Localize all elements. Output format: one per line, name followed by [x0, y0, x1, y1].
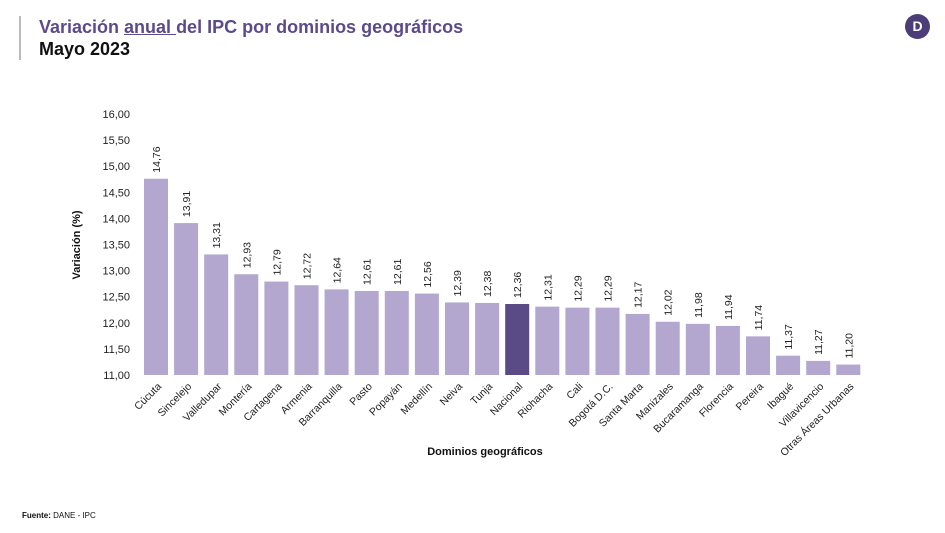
- bar: [836, 364, 861, 375]
- bar: [715, 325, 740, 375]
- x-tick-label: Neiva: [438, 381, 466, 409]
- y-tick-label: 12,50: [102, 292, 130, 304]
- bar: [264, 281, 289, 375]
- title-underlined-word: anual: [124, 17, 177, 37]
- chart-subtitle: Mayo 2023: [39, 39, 131, 59]
- bar: [144, 178, 168, 375]
- bar-value-label: 11,94: [723, 294, 735, 320]
- bars: [144, 178, 861, 375]
- y-tick-label: 13,50: [102, 240, 130, 252]
- y-tick-label: 15,50: [102, 135, 130, 147]
- bar: [535, 306, 560, 375]
- chart-title: Variación anual del IPC por dominios geo…: [39, 16, 463, 38]
- y-tick-label: 11,50: [103, 344, 130, 356]
- y-axis: 11,00 11,50 12,00 12,50 13,00 13,50 14,00 14,50…: [102, 109, 130, 382]
- y-tick-label: 12,00: [102, 318, 130, 330]
- bar-value-label: 12,17: [633, 281, 645, 307]
- bar-value-label: 12,61: [362, 259, 374, 285]
- bar: [294, 285, 319, 375]
- x-axis-title: Dominios geográficos: [427, 446, 543, 458]
- dane-logo-icon: D: [905, 14, 930, 39]
- bar: [475, 302, 500, 375]
- bar: [234, 274, 259, 375]
- bar-value-label: 12,02: [663, 289, 675, 315]
- x-tick-label: Medellín: [398, 381, 435, 418]
- bar-value-label: 12,93: [241, 242, 253, 268]
- bar-value-label: 12,72: [302, 253, 314, 279]
- title-part-1: Variación: [39, 17, 125, 37]
- x-tick-label: Cali: [564, 381, 585, 402]
- bar: [776, 355, 801, 375]
- source-text: DANE - IPC: [50, 511, 96, 520]
- bar-value-label: 13,31: [211, 222, 223, 248]
- bar: [174, 223, 199, 375]
- x-tick-label: Tunja: [468, 381, 495, 408]
- bar-value-label: 13,91: [181, 191, 193, 217]
- y-tick-label: 16,00: [102, 109, 130, 121]
- y-axis-title: Variación (%): [71, 210, 83, 279]
- bar: [384, 290, 409, 375]
- x-tick-label: Popayán: [367, 381, 405, 419]
- title-block: Variación anual del IPC por dominios geo…: [19, 16, 463, 60]
- bar-value-label: 14,76: [151, 146, 163, 172]
- value-labels: 14,76 13,91 13,31 12,93 12,79 12,72 12,64 12,61…: [151, 146, 855, 358]
- y-tick-label: 15,00: [102, 161, 130, 173]
- source-note: Fuente: DANE - IPC: [22, 511, 96, 520]
- y-tick-label: 11,00: [103, 370, 130, 382]
- bar: [565, 307, 590, 375]
- bar-value-label: 12,61: [392, 259, 404, 285]
- y-tick-label: 13,00: [102, 266, 130, 278]
- bar-value-label: 12,29: [572, 275, 584, 301]
- y-tick-label: 14,50: [102, 187, 130, 199]
- bar: [746, 336, 770, 375]
- bar: [354, 290, 379, 375]
- source-label: Fuente:: [22, 511, 51, 520]
- title-part-2: del IPC por dominios geográficos: [176, 17, 464, 37]
- bar-value-label: 11,27: [813, 329, 825, 355]
- bar: [655, 321, 680, 375]
- bar: [595, 307, 620, 375]
- y-tick-label: 14,00: [102, 213, 130, 225]
- bar-value-label: 12,31: [542, 274, 554, 300]
- bar-value-label: 11,20: [843, 333, 855, 359]
- bar-value-label: 12,38: [482, 271, 494, 297]
- bar: [685, 323, 710, 375]
- bar-value-label: 12,36: [512, 272, 524, 298]
- bar-value-label: 12,29: [603, 275, 615, 301]
- bar-value-label: 11,98: [693, 292, 705, 318]
- bar-highlight: [505, 304, 530, 375]
- x-tick-label: Pereira: [734, 381, 767, 414]
- bar-value-label: 12,79: [271, 249, 283, 275]
- bar-value-label: 11,74: [753, 305, 765, 331]
- bar: [625, 313, 650, 375]
- bar: [414, 293, 439, 375]
- bar-value-label: 11,37: [783, 324, 795, 350]
- bar: [324, 289, 349, 375]
- bar: [445, 302, 469, 375]
- bar-value-label: 12,56: [422, 261, 434, 287]
- x-tick-label: Pasto: [347, 381, 375, 409]
- bar-value-label: 12,64: [332, 257, 344, 283]
- bar: [204, 254, 229, 375]
- bar-value-label: 12,39: [452, 270, 464, 296]
- bar: [806, 360, 831, 375]
